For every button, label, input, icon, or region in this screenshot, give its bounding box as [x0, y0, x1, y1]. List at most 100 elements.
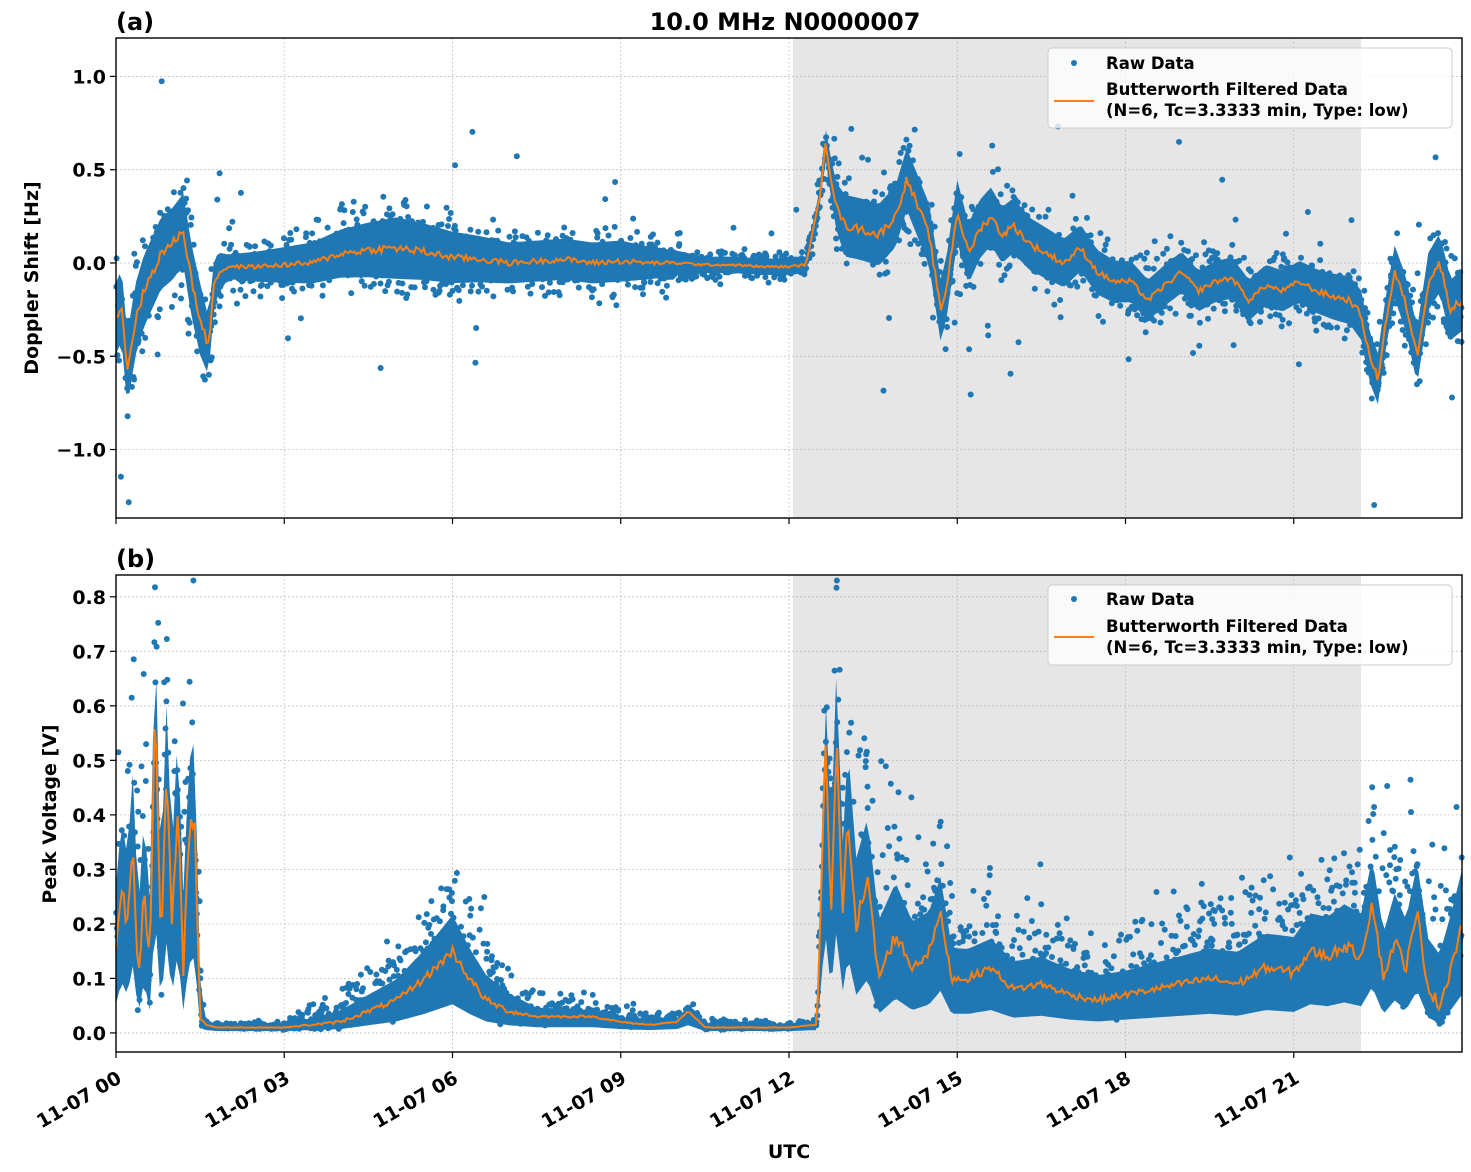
raw-data-point: [793, 206, 800, 213]
raw-data-point: [1117, 302, 1124, 309]
raw-data-point: [399, 289, 405, 296]
raw-data-point: [602, 225, 609, 232]
raw-data-point: [446, 216, 453, 222]
raw-data-point: [190, 241, 197, 248]
raw-data-point: [984, 322, 991, 329]
raw-data-point: [201, 376, 208, 383]
raw-data-point: [189, 719, 196, 726]
raw-data-point: [285, 335, 291, 342]
raw-data-point: [914, 900, 921, 907]
raw-data-point: [864, 783, 871, 790]
raw-data-point: [483, 287, 490, 294]
raw-data-point: [1248, 884, 1255, 891]
raw-data-point: [1019, 951, 1026, 958]
raw-data-point: [1116, 937, 1123, 944]
raw-data-point: [1261, 915, 1268, 922]
raw-data-point: [596, 300, 603, 307]
raw-data-point: [951, 319, 958, 326]
raw-data-point: [205, 371, 212, 378]
raw-data-point: [452, 227, 459, 234]
raw-data-point: [630, 1000, 637, 1007]
raw-data-point: [134, 1007, 141, 1014]
raw-data-point: [886, 315, 892, 321]
raw-data-point: [391, 962, 397, 969]
raw-data-point: [124, 768, 131, 774]
raw-data-point: [422, 939, 429, 946]
raw-data-point: [341, 207, 348, 214]
raw-data-point: [1161, 926, 1168, 933]
raw-data-point: [799, 249, 805, 256]
raw-data-point: [654, 239, 661, 246]
raw-data-point: [1211, 920, 1218, 927]
raw-data-point: [451, 877, 458, 884]
raw-data-point: [428, 930, 434, 937]
raw-data-point: [154, 351, 161, 358]
raw-data-point: [1219, 907, 1226, 914]
raw-data-point: [626, 1012, 633, 1018]
legend-label-raw-a: Raw Data: [1106, 54, 1195, 73]
raw-data-point: [163, 698, 170, 705]
raw-data-point: [848, 125, 855, 132]
raw-data-point: [293, 226, 300, 233]
raw-data-point: [845, 175, 852, 182]
raw-data-point: [117, 473, 124, 480]
raw-data-point: [655, 1009, 662, 1016]
raw-data-point: [950, 933, 957, 940]
raw-data-point: [1084, 953, 1091, 960]
raw-data-point: [1414, 270, 1421, 277]
raw-data-point: [1134, 312, 1141, 319]
raw-data-point: [490, 216, 497, 223]
raw-data-point: [956, 151, 963, 157]
raw-data-point: [288, 236, 295, 243]
raw-data-point: [783, 250, 790, 257]
raw-data-point: [569, 230, 576, 236]
raw-data-point: [1389, 320, 1396, 327]
raw-data-point: [411, 284, 418, 291]
raw-data-point: [915, 834, 922, 841]
raw-data-point: [142, 778, 149, 784]
raw-data-point: [1292, 897, 1299, 904]
raw-data-point: [768, 230, 775, 237]
raw-data-point: [415, 914, 422, 921]
raw-data-point: [362, 203, 369, 210]
raw-data-point: [527, 290, 534, 297]
raw-data-point: [348, 290, 355, 297]
raw-data-point: [742, 1017, 749, 1024]
raw-data-point: [843, 260, 850, 267]
raw-data-point: [730, 224, 737, 231]
raw-data-point: [1371, 502, 1378, 508]
raw-data-point: [185, 330, 192, 337]
raw-data-point: [1228, 895, 1235, 901]
raw-data-point: [1138, 953, 1145, 960]
raw-data-point: [252, 243, 259, 250]
raw-data-point: [594, 230, 601, 237]
raw-data-point: [1049, 954, 1055, 960]
raw-data-point: [938, 861, 945, 868]
raw-data-point: [1214, 250, 1221, 257]
raw-data-point: [115, 749, 122, 756]
raw-data-point: [985, 889, 992, 896]
raw-data-point: [995, 166, 1001, 173]
raw-data-point: [1118, 931, 1124, 938]
raw-data-point: [690, 1001, 697, 1008]
raw-data-point: [153, 643, 160, 650]
legend-a: Raw Data Butterworth Filtered Data (N=6,…: [1047, 47, 1453, 129]
raw-data-point: [1072, 215, 1079, 222]
raw-data-point: [1181, 942, 1188, 949]
raw-data-point: [1257, 894, 1263, 901]
raw-data-point: [1232, 216, 1239, 223]
raw-data-point: [550, 289, 557, 295]
raw-data-point: [1192, 252, 1199, 259]
raw-data-point: [221, 240, 228, 247]
raw-data-point: [466, 896, 473, 902]
raw-data-point: [1158, 309, 1165, 316]
raw-data-point: [659, 288, 666, 295]
raw-data-point: [469, 934, 476, 941]
raw-data-point: [1009, 187, 1016, 194]
raw-data-point: [1132, 918, 1139, 925]
raw-data-point: [846, 729, 853, 736]
raw-data-point: [1150, 265, 1157, 272]
raw-data-point: [1110, 953, 1117, 960]
raw-data-point: [393, 966, 400, 973]
raw-data-point: [467, 912, 474, 919]
